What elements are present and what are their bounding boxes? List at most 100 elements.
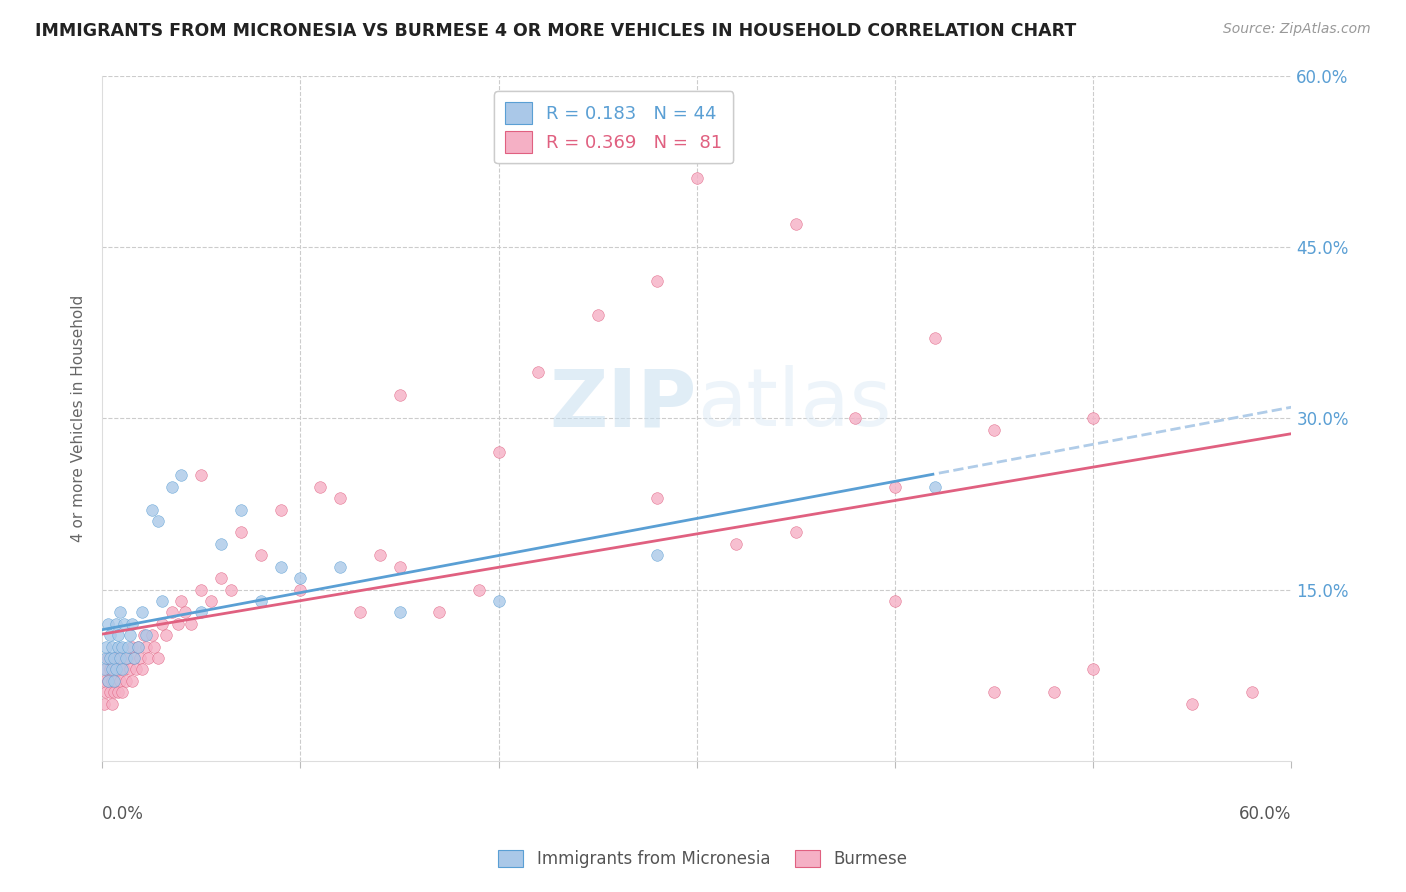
Point bbox=[105, 663, 128, 677]
Point bbox=[200, 594, 222, 608]
Point bbox=[983, 685, 1005, 699]
Point bbox=[160, 480, 183, 494]
Point bbox=[103, 685, 125, 699]
Point bbox=[209, 537, 232, 551]
Point bbox=[131, 663, 153, 677]
Point bbox=[1042, 685, 1064, 699]
Point bbox=[115, 673, 138, 688]
Point bbox=[108, 663, 131, 677]
Point bbox=[97, 651, 120, 665]
Point bbox=[142, 640, 165, 654]
Point bbox=[105, 663, 128, 677]
Point bbox=[108, 673, 131, 688]
Point bbox=[98, 628, 121, 642]
Point bbox=[107, 685, 129, 699]
Point bbox=[270, 559, 292, 574]
Point bbox=[97, 616, 120, 631]
Point bbox=[136, 651, 159, 665]
Point bbox=[146, 651, 169, 665]
Point bbox=[1083, 663, 1105, 677]
Point bbox=[141, 502, 163, 516]
Point bbox=[98, 685, 121, 699]
Point bbox=[645, 491, 668, 505]
Point bbox=[98, 663, 121, 677]
Point bbox=[146, 514, 169, 528]
Point bbox=[785, 217, 807, 231]
Point bbox=[180, 616, 202, 631]
Point bbox=[645, 274, 668, 288]
Point bbox=[98, 651, 121, 665]
Point bbox=[131, 605, 153, 619]
Point bbox=[170, 468, 193, 483]
Point bbox=[112, 616, 135, 631]
Point bbox=[427, 605, 450, 619]
Point bbox=[645, 548, 668, 562]
Point bbox=[93, 697, 115, 711]
Point bbox=[115, 651, 138, 665]
Point bbox=[1083, 411, 1105, 425]
Point bbox=[166, 616, 188, 631]
Point bbox=[101, 663, 124, 677]
Point bbox=[103, 651, 125, 665]
Point bbox=[349, 605, 371, 619]
Point bbox=[1181, 697, 1204, 711]
Point bbox=[150, 594, 173, 608]
Point bbox=[107, 651, 129, 665]
Point bbox=[101, 640, 124, 654]
Point bbox=[190, 468, 212, 483]
Point bbox=[121, 673, 143, 688]
Point bbox=[586, 309, 609, 323]
Point bbox=[101, 673, 124, 688]
Point bbox=[249, 548, 271, 562]
Point bbox=[112, 663, 135, 677]
Point bbox=[101, 697, 124, 711]
Text: 0.0%: 0.0% bbox=[103, 805, 143, 823]
Point bbox=[170, 594, 193, 608]
Point bbox=[105, 616, 128, 631]
Point bbox=[249, 594, 271, 608]
Point bbox=[388, 388, 411, 402]
Point bbox=[190, 582, 212, 597]
Point bbox=[686, 171, 709, 186]
Point bbox=[190, 605, 212, 619]
Point bbox=[111, 640, 134, 654]
Point bbox=[107, 640, 129, 654]
Text: IMMIGRANTS FROM MICRONESIA VS BURMESE 4 OR MORE VEHICLES IN HOUSEHOLD CORRELATIO: IMMIGRANTS FROM MICRONESIA VS BURMESE 4 … bbox=[35, 22, 1077, 40]
Point bbox=[97, 673, 120, 688]
Point bbox=[96, 685, 118, 699]
Point bbox=[527, 366, 550, 380]
Text: Source: ZipAtlas.com: Source: ZipAtlas.com bbox=[1223, 22, 1371, 37]
Point bbox=[96, 663, 118, 677]
Point bbox=[118, 628, 141, 642]
Point bbox=[97, 673, 120, 688]
Point bbox=[785, 525, 807, 540]
Point bbox=[121, 640, 143, 654]
Text: atlas: atlas bbox=[697, 366, 891, 443]
Point bbox=[117, 651, 139, 665]
Point bbox=[155, 628, 177, 642]
Point bbox=[107, 628, 129, 642]
Point bbox=[309, 480, 332, 494]
Point bbox=[924, 480, 946, 494]
Point bbox=[103, 651, 125, 665]
Point bbox=[290, 582, 312, 597]
Point bbox=[229, 525, 252, 540]
Point bbox=[388, 559, 411, 574]
Point bbox=[270, 502, 292, 516]
Text: 60.0%: 60.0% bbox=[1239, 805, 1292, 823]
Point bbox=[125, 663, 148, 677]
Point bbox=[122, 651, 145, 665]
Point bbox=[132, 628, 155, 642]
Point bbox=[117, 640, 139, 654]
Point bbox=[96, 651, 118, 665]
Y-axis label: 4 or more Vehicles in Household: 4 or more Vehicles in Household bbox=[72, 294, 86, 541]
Point bbox=[150, 616, 173, 631]
Point bbox=[127, 640, 149, 654]
Point bbox=[388, 605, 411, 619]
Point bbox=[229, 502, 252, 516]
Point bbox=[209, 571, 232, 585]
Point bbox=[488, 594, 510, 608]
Point bbox=[884, 480, 907, 494]
Point bbox=[1240, 685, 1263, 699]
Point bbox=[121, 616, 143, 631]
